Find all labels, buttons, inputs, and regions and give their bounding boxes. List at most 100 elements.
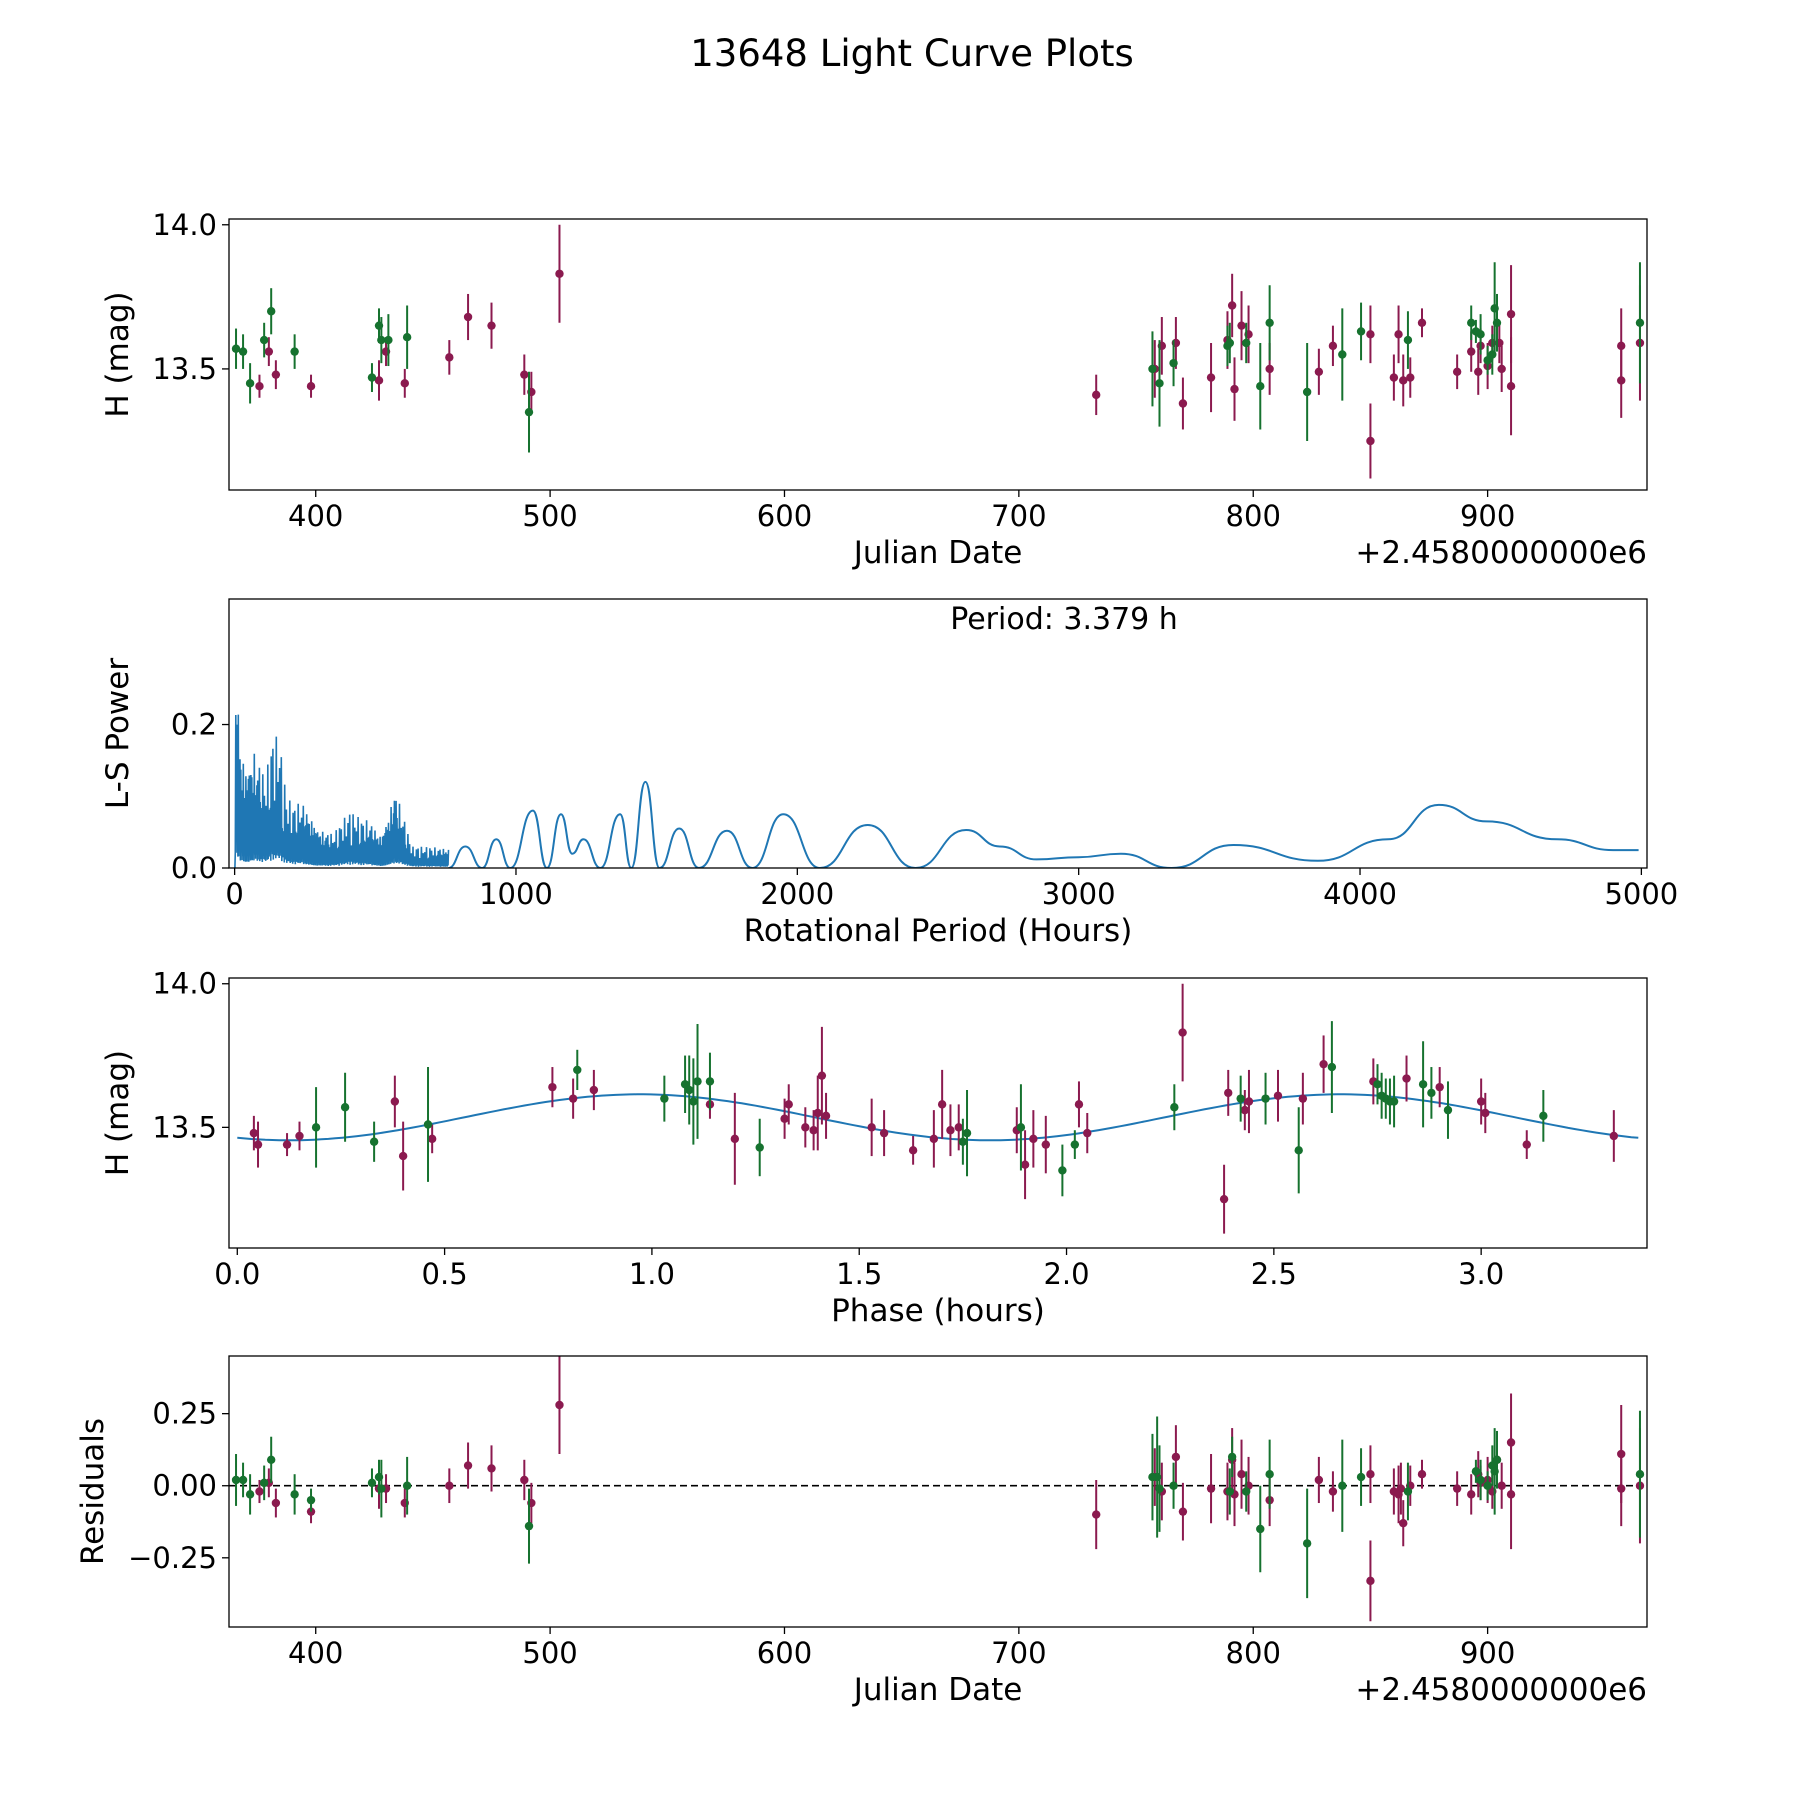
magenta-data-point — [1178, 1028, 1187, 1037]
x-axis-label: Rotational Period (Hours) — [744, 913, 1133, 949]
green-data-point — [1225, 338, 1235, 348]
green-data-point — [685, 1085, 694, 1095]
green-data-point — [689, 1097, 698, 1106]
magenta-data-point — [589, 1085, 599, 1095]
x-tick-label: 800 — [1226, 1636, 1281, 1670]
magenta-data-point — [1178, 399, 1188, 408]
magenta-data-point — [946, 1126, 955, 1135]
magenta-data-point — [1366, 436, 1375, 446]
magenta-data-point — [555, 269, 564, 278]
green-data-point — [1170, 1103, 1179, 1112]
magenta-data-point — [937, 1100, 947, 1109]
green-data-point — [266, 307, 276, 316]
magenta-data-point — [1402, 1074, 1411, 1083]
green-data-point — [1492, 318, 1502, 327]
magenta-data-point — [1029, 1134, 1038, 1144]
phase-axes-frame — [228, 977, 1648, 1249]
magenta-data-point — [427, 1134, 437, 1144]
x-tick-label: 700 — [991, 499, 1046, 533]
x-axis-label: Julian Date — [852, 535, 1023, 571]
x-tick-label: 1000 — [479, 877, 553, 911]
green-data-point — [660, 1094, 669, 1103]
x-tick-label: 3.0 — [1458, 1257, 1504, 1291]
x-tick-label: 2.5 — [1251, 1257, 1297, 1291]
green-data-point — [306, 1495, 316, 1505]
green-data-point — [1169, 1481, 1178, 1490]
magenta-data-point — [1314, 367, 1324, 376]
magenta-data-point — [879, 1128, 889, 1138]
magenta-data-point — [487, 1464, 496, 1473]
green-data-point — [311, 1123, 321, 1132]
green-data-point — [1492, 1455, 1502, 1464]
magenta-data-point — [1452, 1484, 1462, 1493]
magenta-data-point — [398, 1151, 408, 1161]
green-data-point — [755, 1143, 764, 1152]
green-data-point — [1261, 1094, 1270, 1103]
green-data-point — [1294, 1146, 1303, 1155]
y-axis-label: Residuals — [75, 1418, 111, 1565]
green-data-point — [705, 1077, 715, 1086]
magenta-data-point — [1237, 321, 1246, 330]
x-tick-label: 600 — [757, 1636, 812, 1670]
green-data-point — [369, 1137, 379, 1146]
green-data-point — [1356, 327, 1366, 336]
y-tick-label: 0.00 — [152, 1469, 217, 1503]
magenta-data-point — [1366, 1576, 1375, 1586]
magenta-data-point — [1237, 1470, 1246, 1479]
x-tick-label: 0.5 — [422, 1257, 468, 1291]
x-offset-text: +2.4580000000e6 — [1355, 535, 1647, 571]
magenta-data-point — [1506, 382, 1516, 391]
magenta-data-point — [555, 1400, 564, 1410]
green-data-point — [1070, 1140, 1080, 1149]
x-offset-text: +2.4580000000e6 — [1355, 1672, 1647, 1708]
magenta-data-point — [1083, 1128, 1092, 1138]
x-tick-label: 1.0 — [629, 1257, 675, 1291]
green-data-point — [1373, 1080, 1382, 1089]
green-data-point — [1302, 387, 1312, 397]
magenta-data-point — [1435, 1082, 1444, 1092]
residuals-axes-frame — [228, 1355, 1648, 1628]
green-data-point — [377, 1484, 386, 1493]
green-data-point — [1227, 1452, 1237, 1462]
magenta-data-point — [1240, 1105, 1250, 1115]
green-data-point — [1483, 356, 1492, 365]
magenta-data-point — [1273, 1091, 1283, 1100]
green-data-point — [1539, 1111, 1548, 1121]
x-tick-label: 900 — [1460, 499, 1515, 533]
magenta-data-point — [908, 1146, 918, 1155]
green-data-point — [231, 1475, 241, 1485]
green-data-point — [266, 1455, 276, 1464]
magenta-data-point — [271, 1498, 281, 1508]
periodogram-data-layer — [234, 714, 1639, 868]
green-data-point — [1236, 1094, 1245, 1103]
green-data-point — [573, 1065, 582, 1075]
magenta-data-point — [1617, 1484, 1626, 1493]
magenta-data-point — [1366, 1470, 1375, 1479]
y-axis-label: H (mag) — [100, 1050, 136, 1176]
magenta-data-point — [520, 1475, 529, 1485]
magenta-data-point — [282, 1140, 292, 1149]
green-data-point — [1148, 364, 1157, 374]
magenta-data-point — [1467, 1490, 1476, 1499]
green-data-point — [1225, 1487, 1235, 1496]
green-data-point — [1418, 1080, 1428, 1089]
magenta-data-point — [487, 321, 496, 330]
green-data-point — [423, 1120, 433, 1129]
magenta-data-point — [809, 1126, 818, 1135]
magenta-data-point — [929, 1134, 939, 1144]
magenta-data-point — [1389, 373, 1399, 382]
green-data-point — [1256, 382, 1265, 391]
magenta-data-point — [1394, 330, 1403, 339]
x-tick-label: 0.0 — [214, 1257, 260, 1291]
magenta-data-point — [1476, 1097, 1486, 1106]
x-tick-label: 0 — [225, 877, 243, 911]
magenta-data-point — [1041, 1140, 1051, 1149]
green-data-point — [367, 373, 377, 382]
green-data-point — [1327, 1062, 1337, 1072]
magenta-data-point — [445, 353, 454, 362]
y-tick-label: 0.0 — [171, 851, 217, 885]
magenta-data-point — [1417, 318, 1427, 327]
green-data-point — [340, 1103, 350, 1112]
y-axis-label: L-S Power — [100, 658, 136, 809]
